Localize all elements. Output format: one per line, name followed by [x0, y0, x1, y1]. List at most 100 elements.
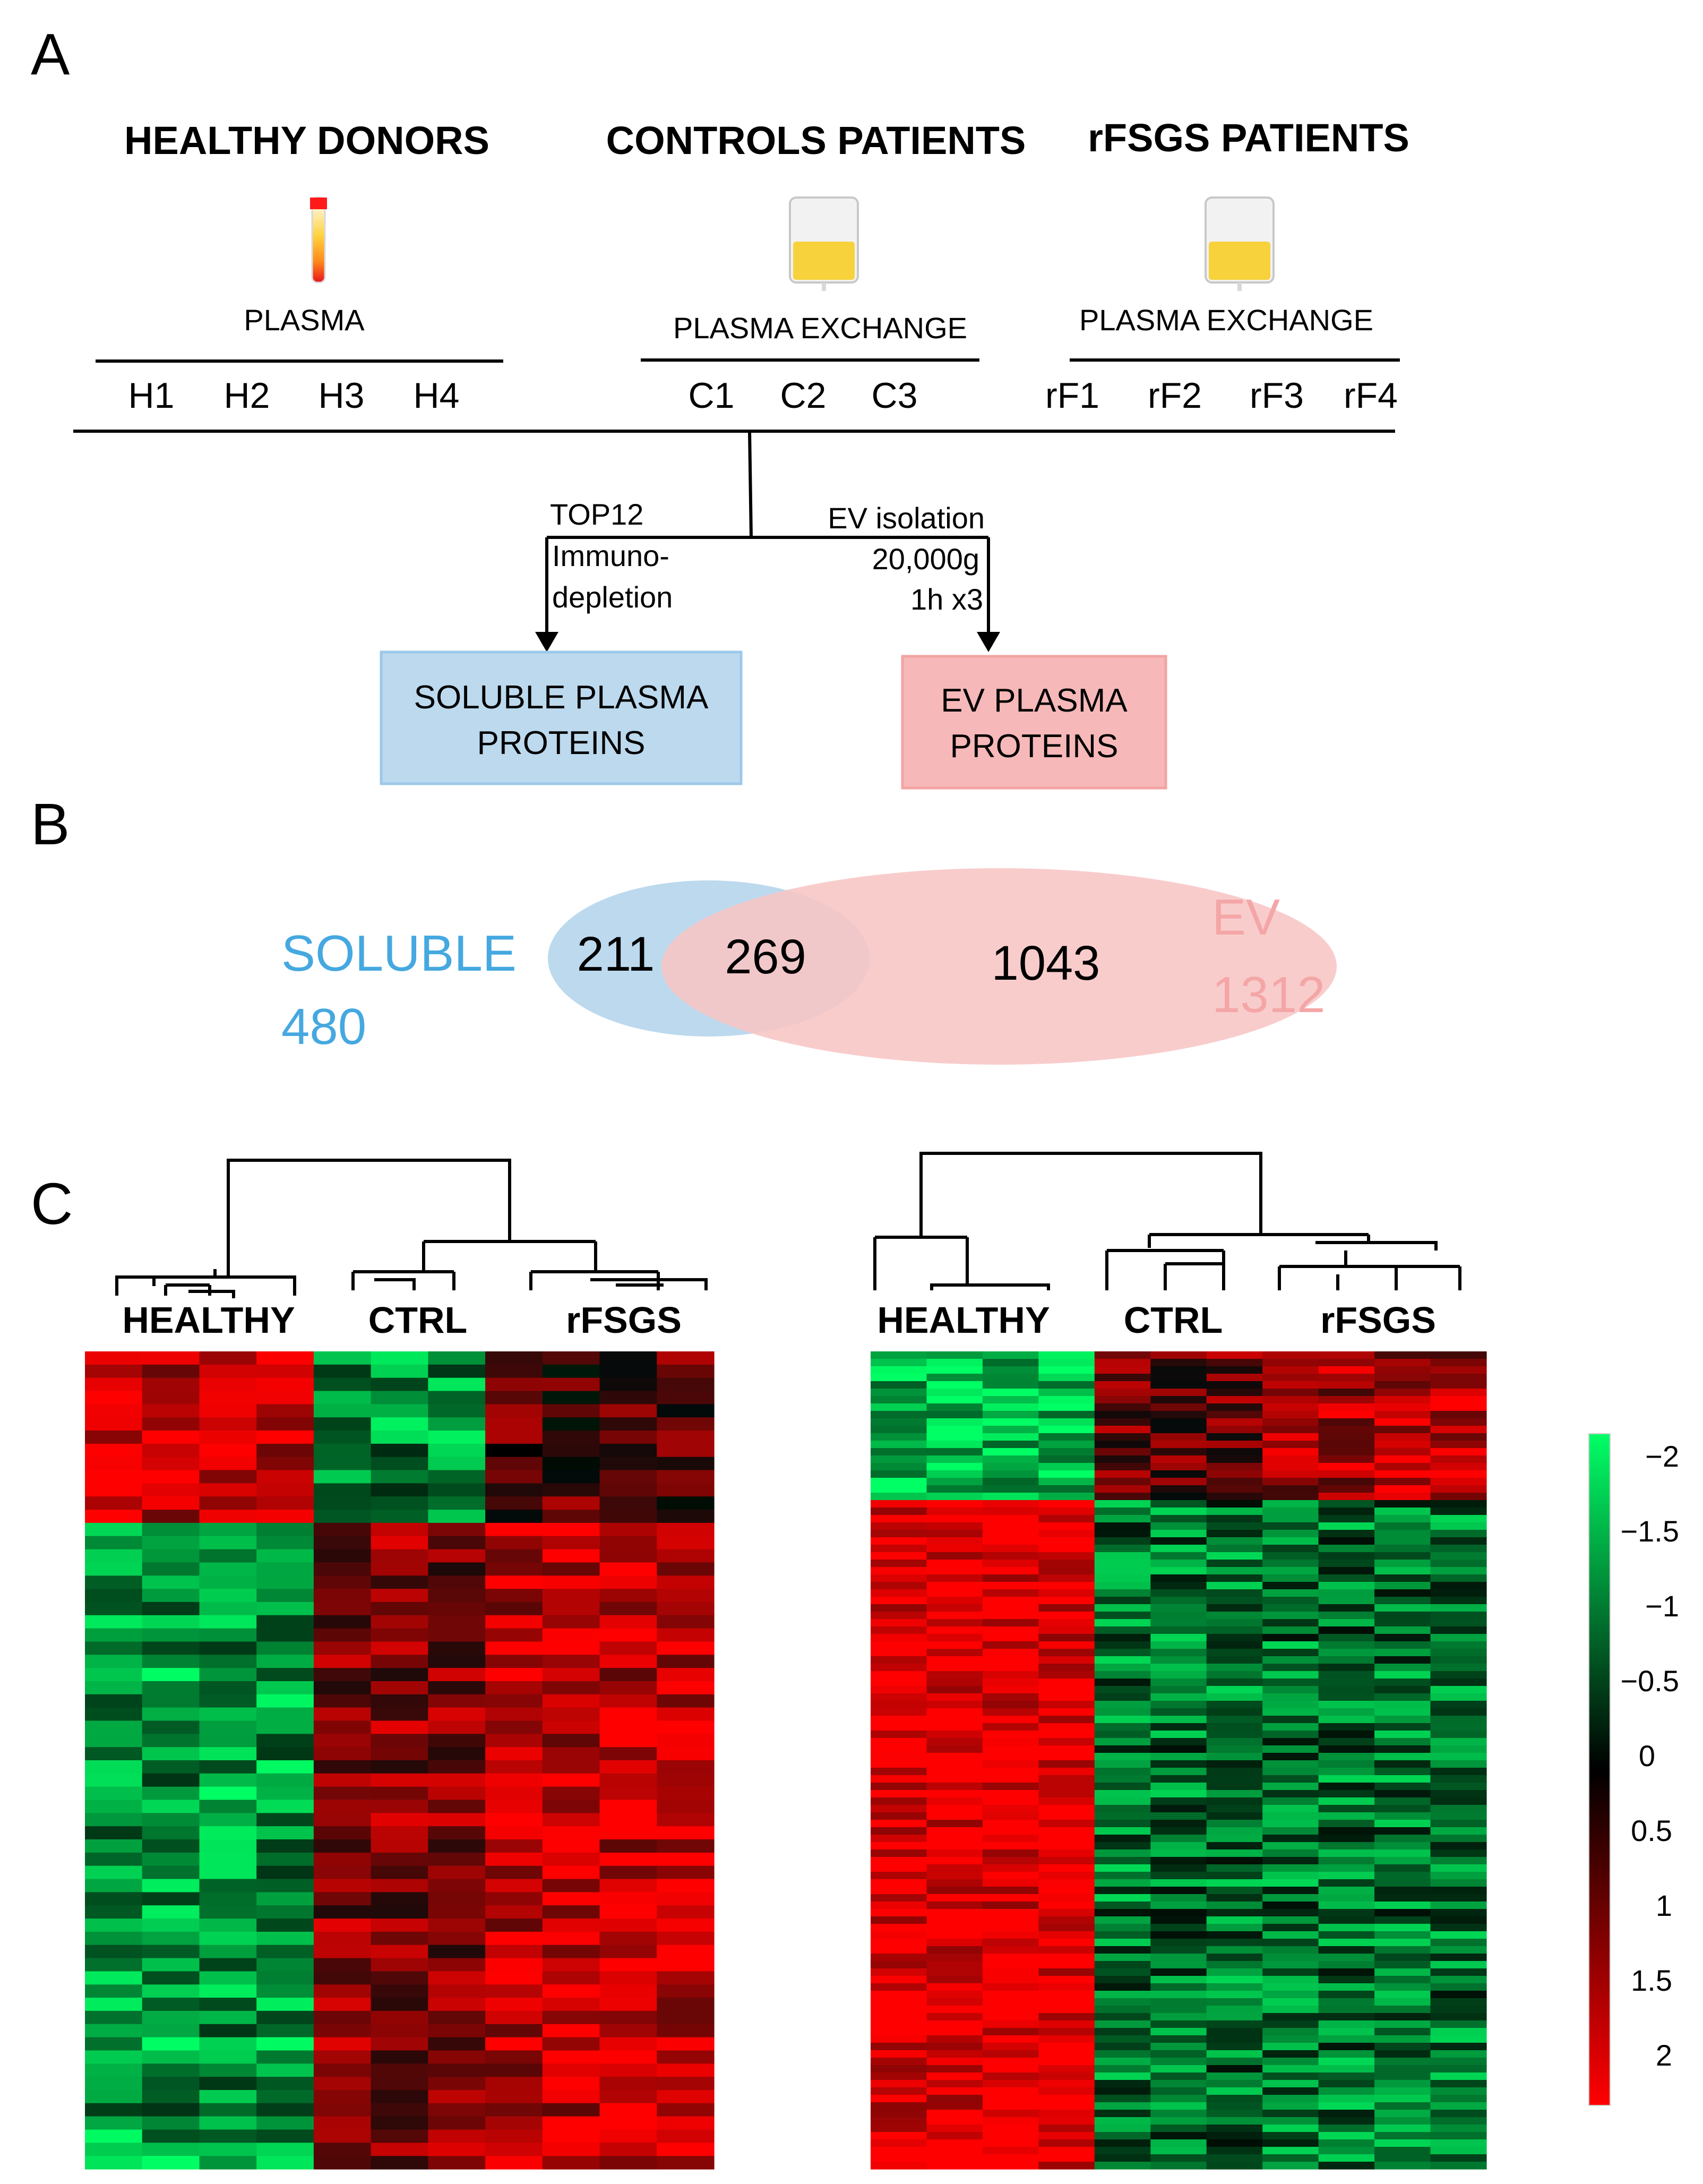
heatmap-cell [428, 1839, 486, 1853]
heatmap-cell [313, 1351, 372, 1365]
heatmap-cell [428, 1615, 486, 1629]
heatmap-cell [926, 1849, 983, 1857]
heatmap-cell [313, 2077, 372, 2091]
heatmap-cell [1374, 1842, 1431, 1850]
heatmap-cell [142, 1760, 200, 1774]
heatmap-cell [1150, 1418, 1207, 1426]
heatmap-cell [1262, 1894, 1319, 1902]
heatmap-cell [871, 2072, 927, 2080]
heatmap-cell [1318, 1954, 1375, 1962]
heatmap-cell [926, 1939, 983, 1947]
heatmap-cell [1430, 1678, 1487, 1686]
heatmap-cell [657, 1879, 715, 1892]
heatmap-cell [599, 1391, 657, 1404]
heatmap-cell [982, 1522, 1039, 1530]
heatmap-cell [371, 1417, 428, 1431]
heatmap-cell [256, 1601, 314, 1616]
heatmap-cell [1094, 1537, 1151, 1545]
heatmap-cell [657, 1786, 715, 1801]
heatmap-cell [313, 2103, 372, 2117]
heatmap-cell [657, 1549, 715, 1563]
heatmap-cell [1038, 1493, 1095, 1501]
heatmap-cell [1206, 2162, 1263, 2170]
heatmap-cell [85, 1931, 143, 1946]
heatmap-cell [428, 2143, 486, 2156]
heatmap-cell [657, 1919, 715, 1932]
heatmap-cell [1318, 1716, 1375, 1724]
heatmap-cell [85, 1575, 143, 1589]
heatmap-cell [1038, 1849, 1095, 1857]
heatmap-cell [1094, 1470, 1151, 1478]
heatmap-cell [1038, 1879, 1095, 1887]
heatmap-cell [428, 1852, 486, 1866]
heatmap-cell [1094, 1649, 1151, 1657]
heatmap-cell [371, 1786, 428, 1801]
heatmap-cell [1038, 1664, 1095, 1672]
heatmap-cell [1262, 1500, 1319, 1508]
heatmap-cell [313, 2010, 372, 2025]
heatmap-cell [871, 1946, 927, 1954]
heatmap-cell [199, 1483, 257, 1497]
heatmap-cell [142, 1562, 200, 1576]
heatmap-cell [85, 1879, 143, 1892]
heatmap-cell [871, 1738, 927, 1746]
heatmap-cell [1206, 1396, 1263, 1404]
heatmap-cell [1430, 2102, 1487, 2110]
heatmap-cell [1374, 2139, 1431, 2147]
heatmap-cell [1094, 1500, 1151, 1508]
heatmap-cell [1430, 2117, 1487, 2125]
heatmap-cell [1262, 1522, 1319, 1530]
heatmap-cell [142, 1443, 200, 1458]
heatmap-cell [1150, 1478, 1207, 1486]
heatmap-cell [1150, 1411, 1207, 1419]
heatmap-cell [542, 1720, 600, 1734]
heatmap-cell [428, 1589, 486, 1603]
heatmap-cell [1094, 1664, 1151, 1672]
heatmap-cell [1094, 1976, 1151, 1984]
heatmap-cell [657, 2129, 715, 2143]
heatmap-cell [657, 1931, 715, 1946]
heatmap-cell [599, 1879, 657, 1892]
heatmap-cell [542, 1905, 600, 1919]
heatmap-cell [1206, 1649, 1263, 1657]
heatmap-cell [1374, 1671, 1431, 1679]
heatmap-cell [1038, 1797, 1095, 1805]
heatmap-cell [1206, 1701, 1263, 1709]
heatmap-cell [1318, 1374, 1375, 1382]
heatmap-cell [599, 1431, 657, 1444]
heatmap-cell [371, 1601, 428, 1616]
heatmap-cell [371, 1720, 428, 1734]
heatmap-cell [1374, 1768, 1431, 1776]
heatmap-cell [871, 1500, 927, 1508]
heatmap-cell [1318, 1426, 1375, 1434]
heatmap-cell [371, 2116, 428, 2130]
heatmap-cell [926, 1775, 983, 1783]
heatmap-cell [926, 2139, 983, 2147]
heatmap-cell [871, 1626, 927, 1634]
heatmap-cell [142, 1404, 200, 1418]
heatmap-cell [1374, 1909, 1431, 1917]
heatmap-cell [1262, 1686, 1319, 1694]
heatmap-cell [542, 2010, 600, 2025]
heatmap-cell [1150, 1968, 1207, 1976]
heatmap-cell [871, 1849, 927, 1857]
heatmap-cell [1038, 2110, 1095, 2118]
heatmap-cell [1038, 1411, 1095, 1419]
heatmap-cell [1150, 1849, 1207, 1857]
heatmap-cell [1374, 2110, 1431, 2118]
heatmap-cell [1038, 1723, 1095, 1731]
heatmap-cell [313, 1984, 372, 1998]
heatmap-cell [926, 1463, 983, 1471]
heatmap-cell [1430, 1864, 1487, 1872]
heatmap-cell [1150, 1775, 1207, 1783]
heatmap-cell [371, 1391, 428, 1404]
heatmap-cell [313, 1720, 372, 1734]
heatmap-cell [1094, 1849, 1151, 1857]
heatmap-cell [313, 1813, 372, 1827]
heatmap-cell [926, 1976, 983, 1984]
heatmap-cell [599, 1681, 657, 1695]
workflow-branches [535, 431, 1000, 652]
heatmap-cell [371, 1668, 428, 1682]
heatmap-cell [1206, 1991, 1263, 1999]
heatmap-cell [428, 1826, 486, 1840]
